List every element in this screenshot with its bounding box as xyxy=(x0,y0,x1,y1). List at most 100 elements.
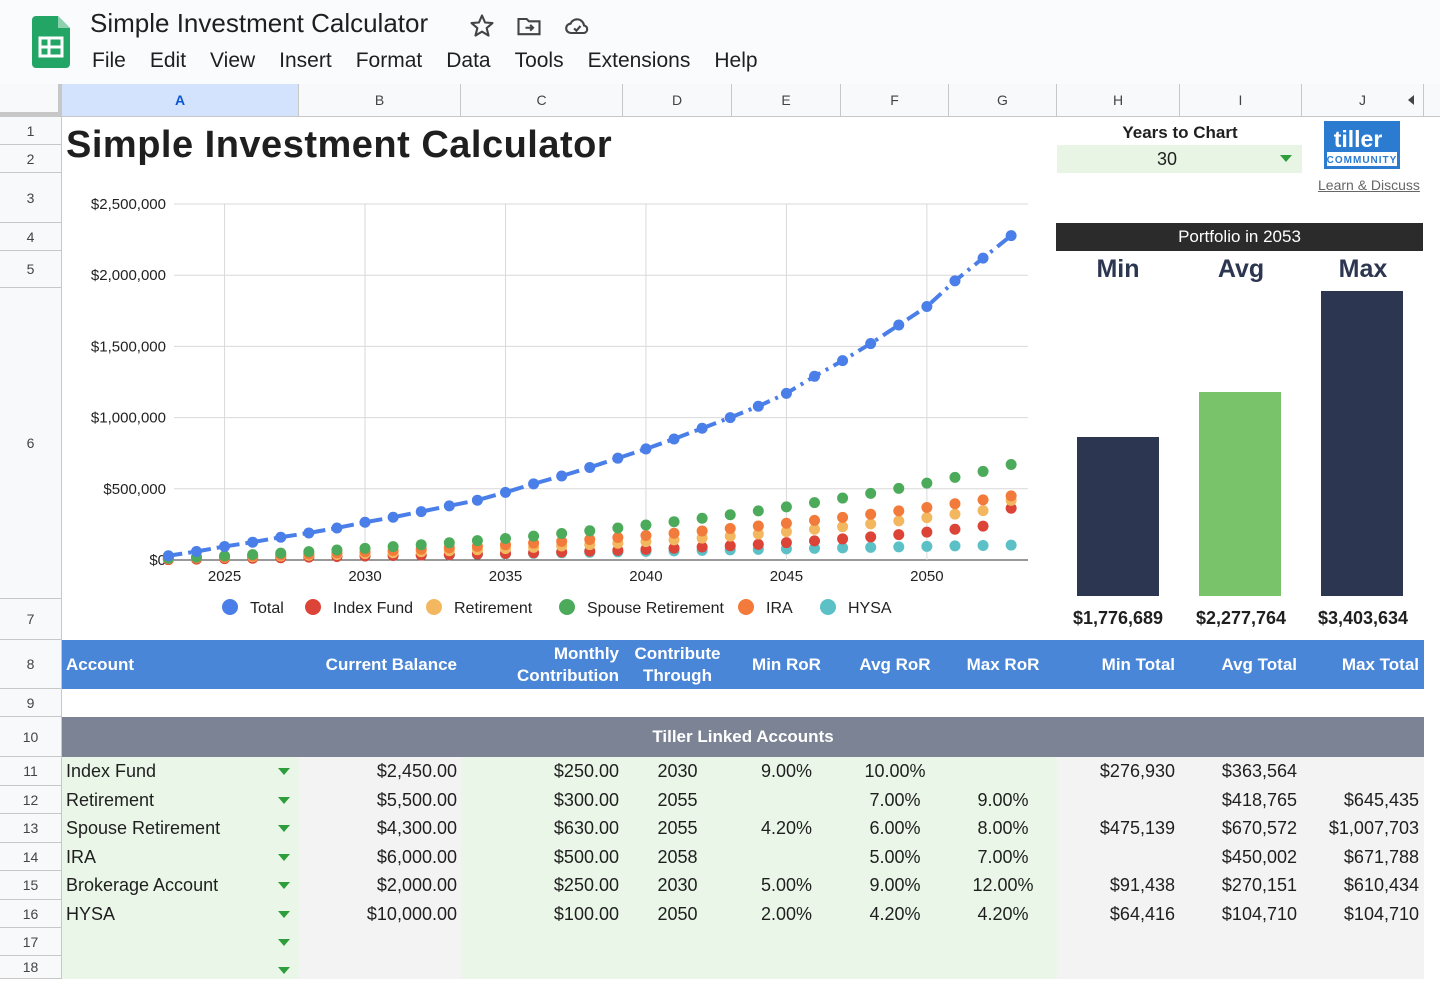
row-header-18[interactable]: 18 xyxy=(0,956,62,979)
row-header-3[interactable]: 3 xyxy=(0,173,62,223)
header-min-total[interactable]: Min Total xyxy=(1101,654,1175,674)
menu-edit[interactable]: Edit xyxy=(149,49,187,72)
cell-monthly[interactable]: $300.00 xyxy=(553,790,619,810)
cell-avg[interactable]: 5.00% xyxy=(869,847,921,867)
cell-monthly[interactable]: $100.00 xyxy=(553,904,619,924)
account-dropdown-arrow-icon[interactable] xyxy=(278,911,290,918)
cell-through[interactable]: 2050 xyxy=(657,904,698,924)
cell-min-total[interactable]: $276,930 xyxy=(1099,761,1175,781)
cell-max[interactable]: 7.00% xyxy=(977,847,1029,867)
account-dropdown-arrow-icon[interactable] xyxy=(278,768,290,775)
cell-through[interactable] xyxy=(623,928,732,956)
cell-account[interactable] xyxy=(66,956,266,984)
cell-max[interactable] xyxy=(949,928,1057,956)
header-avg-ror[interactable]: Avg RoR xyxy=(859,654,931,674)
cell-balance[interactable] xyxy=(299,928,457,956)
row-header-4[interactable]: 4 xyxy=(0,223,62,251)
cell-avg-total[interactable]: $450,002 xyxy=(1221,847,1297,867)
header-monthly-contribution[interactable]: Monthly Contribution xyxy=(461,640,619,689)
row-header-14[interactable]: 14 xyxy=(0,843,62,871)
cell-monthly[interactable] xyxy=(461,956,619,984)
account-dropdown-arrow-icon[interactable] xyxy=(278,797,290,804)
column-header-c[interactable]: C xyxy=(461,84,623,116)
cell-avg-total[interactable] xyxy=(1180,956,1297,984)
cell-avg[interactable]: 4.20% xyxy=(869,904,921,924)
cell-through[interactable]: 2058 xyxy=(657,847,698,867)
cell-account[interactable] xyxy=(66,928,266,956)
cell-monthly[interactable]: $500.00 xyxy=(553,847,619,867)
header-min-ror[interactable]: Min RoR xyxy=(752,654,821,674)
header-contribute-through[interactable]: Contribute Through xyxy=(623,640,732,689)
header-avg-total[interactable]: Avg Total xyxy=(1221,654,1297,674)
cell-balance[interactable]: $4,300.00 xyxy=(376,818,457,838)
cell-avg-total[interactable]: $104,710 xyxy=(1221,904,1297,924)
cell-account[interactable]: Spouse Retirement xyxy=(66,818,221,838)
row-header-5[interactable]: 5 xyxy=(0,251,62,288)
star-icon[interactable] xyxy=(468,12,496,40)
header-current-balance[interactable]: Current Balance xyxy=(325,654,457,674)
cell-balance[interactable]: $2,000.00 xyxy=(376,875,457,895)
cell-max-total[interactable] xyxy=(1302,928,1419,956)
cell-min[interactable]: 2.00% xyxy=(760,904,813,924)
cell-through[interactable]: 2030 xyxy=(657,761,698,781)
menu-file[interactable]: File xyxy=(92,49,126,72)
cell-avg-total[interactable]: $363,564 xyxy=(1221,761,1297,781)
menu-view[interactable]: View xyxy=(210,49,256,72)
cell-balance[interactable]: $5,500.00 xyxy=(376,790,457,810)
column-header-b[interactable]: B xyxy=(299,84,461,116)
cell-avg[interactable]: 7.00% xyxy=(869,790,921,810)
investment-chart[interactable]: $0 $500,000 $1,000,000 $1,500,000 $2,000,000… xyxy=(62,180,1052,625)
cell-through[interactable] xyxy=(623,956,732,984)
cell-through[interactable]: 2055 xyxy=(657,790,698,810)
cell-max[interactable]: 12.00% xyxy=(972,875,1034,895)
cell-avg-total[interactable]: $418,765 xyxy=(1221,790,1297,810)
row-header-9[interactable]: 9 xyxy=(0,689,62,717)
menu-help[interactable]: Help xyxy=(714,49,758,72)
column-header-d[interactable]: D xyxy=(623,84,732,116)
cell-balance[interactable]: $6,000.00 xyxy=(376,847,457,867)
header-max-total[interactable]: Max Total xyxy=(1341,654,1419,674)
cell-avg-total[interactable]: $270,151 xyxy=(1221,875,1297,895)
column-header-a[interactable]: A xyxy=(62,84,299,116)
account-dropdown-arrow-icon[interactable] xyxy=(278,939,290,946)
column-header-h[interactable]: H xyxy=(1057,84,1180,116)
cell-monthly[interactable]: $250.00 xyxy=(553,875,619,895)
column-header-g[interactable]: G xyxy=(949,84,1057,116)
cell-min[interactable]: 4.20% xyxy=(760,818,813,838)
account-dropdown-arrow-icon[interactable] xyxy=(278,825,290,832)
menu-extensions[interactable]: Extensions xyxy=(587,49,691,72)
row-header-16[interactable]: 16 xyxy=(0,900,62,928)
column-header-e[interactable]: E xyxy=(732,84,841,116)
cell-min-total[interactable] xyxy=(1057,786,1175,814)
dropdown-arrow-icon[interactable] xyxy=(1280,155,1292,162)
header-account[interactable]: Account xyxy=(66,654,134,674)
cell-min[interactable] xyxy=(732,786,841,814)
cell-max[interactable]: 4.20% xyxy=(977,904,1029,924)
cell-avg[interactable] xyxy=(841,928,949,956)
row-header-13[interactable]: 13 xyxy=(0,814,62,843)
cell-monthly[interactable]: $250.00 xyxy=(553,761,619,781)
cell-balance[interactable]: $2,450.00 xyxy=(376,761,457,781)
cell-min-total[interactable] xyxy=(1057,928,1175,956)
cell-balance[interactable] xyxy=(299,956,457,984)
cell-account[interactable]: Index Fund xyxy=(66,761,157,781)
row-header-7[interactable]: 7 xyxy=(0,599,62,640)
row-header-10[interactable]: 10 xyxy=(0,717,62,757)
cell-max-total[interactable]: $671,788 xyxy=(1343,847,1419,867)
row-header-11[interactable]: 11 xyxy=(0,757,62,786)
tiller-community-logo[interactable]: tiller COMMUNITY xyxy=(1324,121,1400,169)
menu-insert[interactable]: Insert xyxy=(279,49,332,72)
cell-max-total[interactable]: $645,435 xyxy=(1343,790,1419,810)
learn-discuss-link[interactable]: Learn & Discuss xyxy=(1318,177,1420,193)
cell-avg-total[interactable]: $670,572 xyxy=(1221,818,1297,838)
row-header-2[interactable]: 2 xyxy=(0,145,62,173)
account-dropdown-arrow-icon[interactable] xyxy=(278,882,290,889)
cell-balance[interactable]: $10,000.00 xyxy=(366,904,457,924)
cell-avg-total[interactable] xyxy=(1180,928,1297,956)
account-dropdown-arrow-icon[interactable] xyxy=(278,854,290,861)
cell-max[interactable] xyxy=(949,956,1057,984)
row-header-15[interactable]: 15 xyxy=(0,871,62,900)
cell-avg[interactable]: 10.00% xyxy=(864,761,926,781)
row-header-17[interactable]: 17 xyxy=(0,928,62,956)
cell-min[interactable] xyxy=(732,928,841,956)
